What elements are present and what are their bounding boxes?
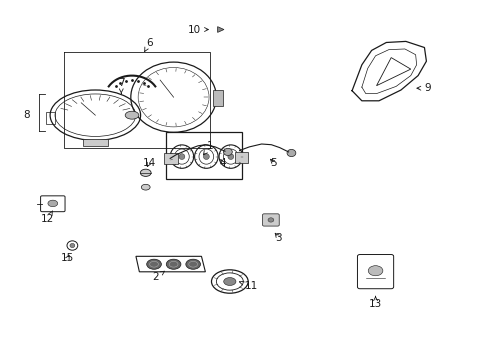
Ellipse shape: [70, 243, 75, 248]
Ellipse shape: [179, 154, 184, 159]
Text: 15: 15: [61, 253, 74, 264]
Text: 2: 2: [152, 271, 164, 282]
Text: 9: 9: [416, 83, 430, 93]
Text: 6: 6: [144, 38, 152, 51]
FancyBboxPatch shape: [262, 214, 279, 226]
Ellipse shape: [141, 184, 150, 190]
Ellipse shape: [227, 154, 233, 159]
Text: 5: 5: [270, 158, 277, 168]
Text: 3: 3: [275, 233, 282, 243]
Text: 8: 8: [23, 110, 30, 120]
Text: 14: 14: [142, 158, 156, 168]
Ellipse shape: [146, 259, 161, 269]
FancyBboxPatch shape: [163, 153, 177, 164]
Text: 10: 10: [188, 24, 208, 35]
FancyBboxPatch shape: [83, 139, 107, 146]
Ellipse shape: [223, 148, 232, 156]
Polygon shape: [217, 27, 224, 32]
Text: 12: 12: [41, 211, 55, 224]
Ellipse shape: [185, 259, 200, 269]
Ellipse shape: [48, 200, 58, 207]
Ellipse shape: [125, 111, 139, 119]
FancyBboxPatch shape: [234, 152, 248, 163]
Ellipse shape: [367, 266, 382, 276]
Text: 7: 7: [118, 78, 124, 93]
Ellipse shape: [286, 149, 295, 157]
Ellipse shape: [166, 259, 181, 269]
Ellipse shape: [203, 154, 209, 159]
Ellipse shape: [140, 169, 151, 176]
Ellipse shape: [267, 218, 273, 222]
Text: 1: 1: [203, 141, 213, 155]
Ellipse shape: [223, 278, 236, 285]
Text: 13: 13: [368, 296, 382, 309]
Text: 4: 4: [219, 158, 225, 168]
FancyBboxPatch shape: [212, 90, 223, 106]
Text: 11: 11: [239, 281, 258, 291]
